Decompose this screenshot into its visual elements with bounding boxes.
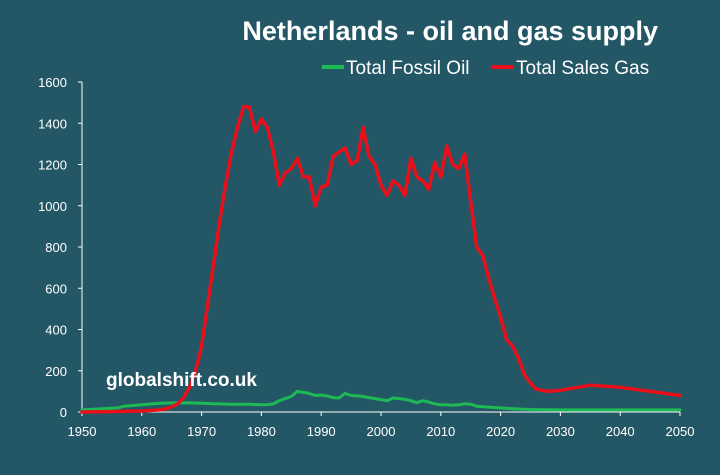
x-tick-label: 2040	[606, 424, 635, 439]
y-tick-label: 600	[45, 281, 67, 296]
y-tick-label: 1400	[38, 116, 67, 131]
x-tick-label: 2050	[666, 424, 695, 439]
x-tick-label: 1990	[307, 424, 336, 439]
y-tick-label: 800	[45, 240, 67, 255]
y-tick-label: 400	[45, 323, 67, 338]
series-layer	[80, 105, 682, 414]
x-tick-label: 2020	[486, 424, 515, 439]
series-line-total-fossil-oil	[80, 389, 682, 412]
watermark: globalshift.co.uk	[106, 370, 257, 391]
x-tick-label: 2010	[426, 424, 455, 439]
y-tick-label: 200	[45, 364, 67, 379]
legend-label-total-sales-gas: Total Sales Gas	[516, 58, 649, 79]
x-tick-label: 1980	[247, 424, 276, 439]
chart-title: Netherlands - oil and gas supply	[242, 16, 658, 46]
series-line-total-sales-gas	[80, 105, 682, 414]
y-tick-label: 1600	[38, 75, 67, 90]
y-tick-label: 0	[60, 405, 67, 420]
legend: Total Fossil Oil Total Sales Gas	[322, 58, 649, 79]
x-tick-label: 1960	[127, 424, 156, 439]
y-tick-label: 1200	[38, 158, 67, 173]
x-tick-label: 2030	[546, 424, 575, 439]
legend-label-total-fossil-oil: Total Fossil Oil	[346, 58, 470, 79]
y-tick-label: 1000	[38, 199, 67, 214]
axes: 0 200 400 600 800 1000 1200 1400 1600 1950 1960 197…	[38, 75, 694, 439]
x-tick-label: 1950	[68, 424, 97, 439]
x-tick-label: 2000	[367, 424, 396, 439]
x-tick-label: 1970	[187, 424, 216, 439]
